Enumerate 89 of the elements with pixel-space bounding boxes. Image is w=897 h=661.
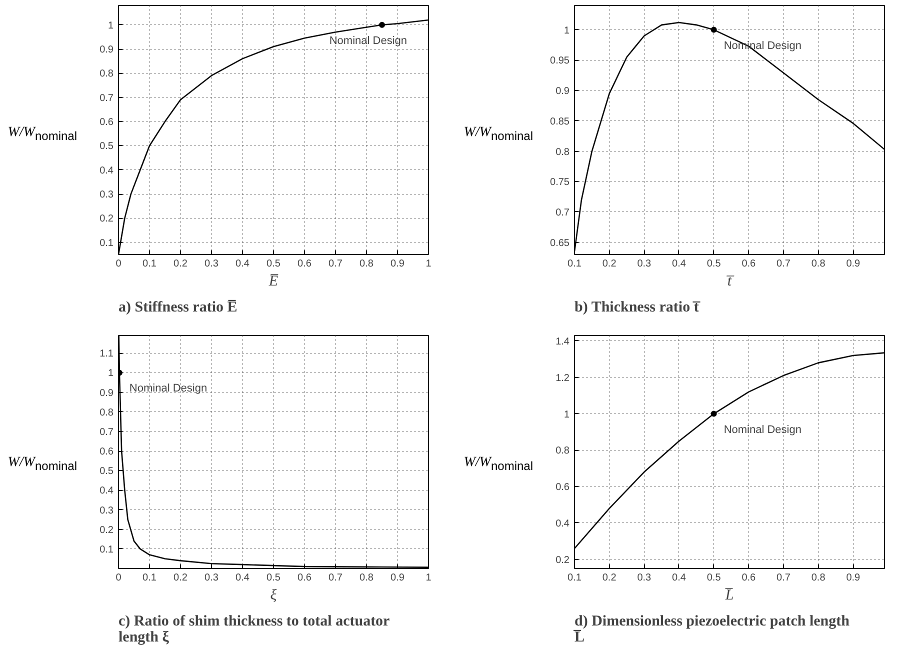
y-axis-title: W/W$_{nominal}$ <box>8 124 77 145</box>
y-tick-label: 1 <box>108 368 114 380</box>
y-tick-label: 0.8 <box>556 146 570 158</box>
y-tick-label: 0.8 <box>100 68 114 80</box>
y-tick-label: 0.9 <box>100 388 114 399</box>
x-tick-label: 0.2 <box>602 572 617 584</box>
y-tick-label: 1.2 <box>556 372 570 384</box>
x-tick-label: 0.8 <box>360 258 374 270</box>
annotation: Nominal Design <box>329 34 408 47</box>
y-axis-title: W/W$_{nominal}$ <box>464 454 533 475</box>
x-tick-label: 1 <box>426 572 432 584</box>
x-tick-label: 0.3 <box>204 258 219 270</box>
x-tick-label: 0.7 <box>328 258 343 270</box>
y-tick-label: 0.6 <box>556 482 570 494</box>
y-tick-label: 1.4 <box>556 336 570 348</box>
x-tick-label: 0 <box>116 258 122 270</box>
x-tick-label: 0.6 <box>742 258 756 270</box>
y-tick-label: 0.6 <box>100 117 114 128</box>
y-tick-label: 0.1 <box>100 544 114 556</box>
x-tick-label: 0.4 <box>236 572 250 584</box>
y-tick-label: 0.1 <box>100 238 114 249</box>
x-tick-label: 0.2 <box>174 572 188 584</box>
x-tick-label: 0.2 <box>602 258 617 270</box>
y-tick-label: 0.9 <box>100 44 114 56</box>
x-tick-label: 0.6 <box>742 572 756 584</box>
y-tick-label: 0.4 <box>100 165 114 176</box>
y-tick-label: 0.8 <box>100 407 114 418</box>
x-tick-label: 0.8 <box>811 258 826 270</box>
x-tick-label: 0.5 <box>266 572 281 584</box>
y-tick-label: 0.4 <box>556 518 570 530</box>
y-tick-label: 1 <box>108 20 114 32</box>
y-tick-label: 0.3 <box>100 190 114 201</box>
x-tick-label: 0.1 <box>142 258 157 270</box>
text: a) Stiffness ratio E̅ <box>118 299 238 316</box>
x-tick-label: 0.8 <box>811 572 826 584</box>
y-tick-label: 0.65 <box>550 238 570 249</box>
x-tick-label: 0.4 <box>672 258 686 270</box>
y-tick-label: 0.75 <box>550 177 570 188</box>
y-tick-label: 0.4 <box>100 486 114 497</box>
x-tick-label: 0.3 <box>637 258 652 270</box>
y-tick-label: 1 <box>564 409 570 420</box>
y-tick-label: 0.85 <box>550 116 570 128</box>
y-tick-label: 0.7 <box>100 92 114 104</box>
y-tick-label: 0.6 <box>100 446 114 458</box>
y-tick-label: 0.5 <box>100 141 114 152</box>
x-axis-title: ξ <box>270 588 278 604</box>
text: d) Dimensionless piezoelectric patch length L̅ <box>573 614 850 646</box>
x-tick-label: 0.4 <box>672 572 686 584</box>
x-tick-label: 0.1 <box>142 572 157 584</box>
x-tick-label: 1 <box>426 258 432 270</box>
x-axis-title: t̅ <box>726 274 735 290</box>
x-tick-label: 0.7 <box>776 258 791 270</box>
x-tick-label: 0.4 <box>236 258 250 270</box>
y-tick-label: 0.3 <box>100 505 114 516</box>
x-axis-title: E̅ <box>268 274 279 290</box>
y-tick-label: 0.9 <box>556 86 570 98</box>
y-axis-title: W/W$_{nominal}$ <box>464 124 533 145</box>
text: b) Thickness ratio t̅ <box>574 300 701 316</box>
x-tick-label: 0.9 <box>390 572 405 584</box>
annotation: Nominal Design <box>129 382 208 395</box>
x-tick-label: 0.3 <box>637 572 652 584</box>
x-tick-label: 0.8 <box>360 572 374 584</box>
x-tick-label: 0.9 <box>390 258 405 270</box>
x-tick-label: 0.5 <box>706 258 722 270</box>
x-tick-label: 0 <box>116 572 122 584</box>
y-tick-label: 0.7 <box>100 426 114 438</box>
x-tick-label: 0.6 <box>298 572 312 584</box>
x-tick-label: 0.9 <box>846 258 861 270</box>
y-tick-label: 1 <box>564 25 570 36</box>
x-axis-title: L̅ <box>724 588 734 604</box>
x-tick-label: 0.2 <box>174 258 188 270</box>
annotation: Nominal Design <box>724 424 802 436</box>
y-tick-label: 0.95 <box>550 56 570 67</box>
y-tick-label: 1.1 <box>100 348 114 360</box>
y-tick-label: 0.2 <box>556 554 570 566</box>
y-tick-label: 0.8 <box>556 446 570 457</box>
y-tick-label: 0.2 <box>100 524 114 536</box>
x-tick-label: 0.5 <box>706 572 722 584</box>
y-axis-title: W/W$_{nominal}$ <box>8 454 77 475</box>
y-tick-label: 0.5 <box>100 466 114 478</box>
x-tick-label: 0.3 <box>204 572 219 584</box>
x-tick-label: 0.6 <box>298 258 312 270</box>
x-tick-label: 0.7 <box>776 572 791 584</box>
y-tick-label: 0.7 <box>556 207 570 218</box>
x-tick-label: 0.9 <box>846 572 861 584</box>
x-tick-label: 0.5 <box>266 258 281 270</box>
x-tick-label: 0.7 <box>328 572 343 584</box>
y-tick-label: 0.2 <box>100 214 114 225</box>
text: c) Ratio of shim thickness to total actuator length ξ <box>118 614 390 646</box>
